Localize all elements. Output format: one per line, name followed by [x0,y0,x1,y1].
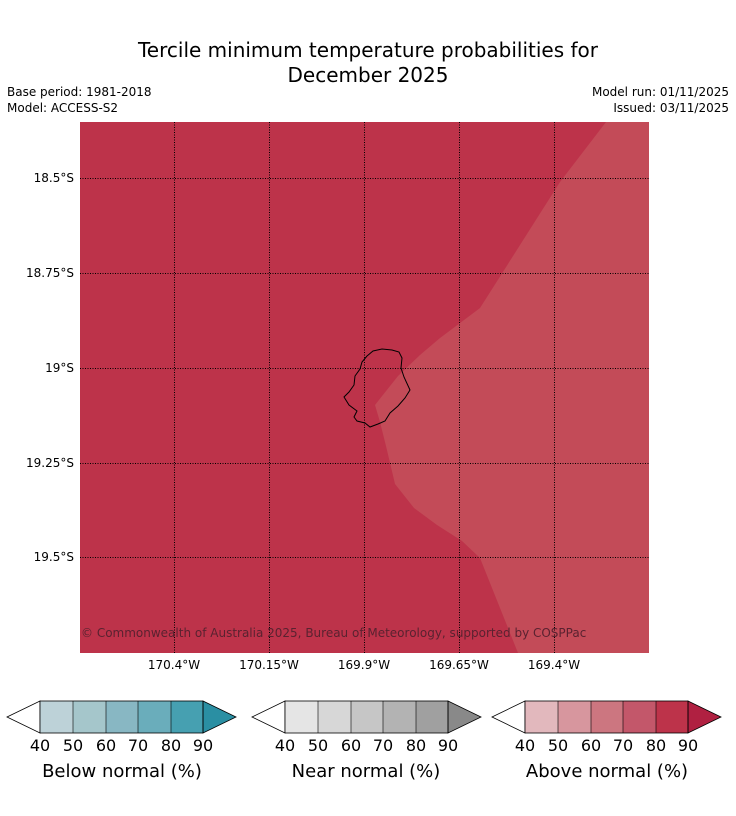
below-segment-60-70 [106,701,138,733]
below-tick-70: 70 [127,736,149,755]
below-segment-70-80 [138,701,171,733]
model-run: Model run: 01/11/2025 [591,85,729,99]
near-tick-80: 80 [405,736,427,755]
above-tick-90: 90 [677,736,699,755]
lat-label-18-5: 18.5°S [33,171,74,185]
below-segment-40-50 [40,701,73,733]
near-segment-under [251,700,286,734]
above-tick-50: 50 [547,736,569,755]
niue-island-outline [343,348,411,428]
below-segment-over [202,700,237,734]
near-segment-40-50 [285,701,318,733]
base-period: Base period: 1981-2018 [7,85,152,99]
lon-label-170-15: 170.15°W [239,658,299,672]
lat-label-19-5: 19.5°S [33,550,74,564]
above-tick-80: 80 [645,736,667,755]
below-dividers [72,701,172,733]
meta-right: Model run: 01/11/2025 Issued: 03/11/2025 [592,84,729,116]
above-normal-colorbar [491,700,722,734]
above-segment-60-70 [591,701,623,733]
meta-left: Base period: 1981-2018 Model: ACCESS-S2 [7,84,152,116]
lon-label-169-65: 169.65°W [429,658,489,672]
below-segment-50-60 [73,701,106,733]
lon-label-169-9: 169.9°W [337,658,391,672]
near-tick-40: 40 [274,736,296,755]
lon-label-170-4: 170.4°W [147,658,201,672]
near-frame [284,700,449,734]
near-tick-60: 60 [340,736,362,755]
near-segment-80-90 [416,701,448,733]
above-normal-segments [491,700,722,734]
copyright-notice: © Commonwealth of Australia 2025, Bureau… [81,626,587,640]
above-tick-70: 70 [612,736,634,755]
near-tick-50: 50 [307,736,329,755]
below-segment-under [6,700,41,734]
model-name: Model: ACCESS-S2 [7,101,119,115]
below-frame [39,700,204,734]
below-normal-colorbar [6,700,237,734]
above-frame [524,700,689,734]
near-normal-title: Near normal (%) [291,761,441,782]
below-tick-60: 60 [95,736,117,755]
lat-label-18-75: 18.75°S [26,266,74,280]
lat-label-19: 19°S [45,361,74,375]
near-segment-70-80 [383,701,416,733]
near-segment-60-70 [351,701,383,733]
above-segment-over [687,700,722,734]
near-tick-70: 70 [372,736,394,755]
below-normal-title: Below normal (%) [42,761,202,782]
above-segment-80-90 [656,701,688,733]
probability-region-70-80 [375,122,649,653]
near-segment-50-60 [318,701,351,733]
near-dividers [317,701,417,733]
below-tick-90: 90 [192,736,214,755]
map-title: Tercile minimum temperature probabilitie… [0,38,736,88]
below-segment-80-90 [171,701,203,733]
lon-label-169-4: 169.4°W [527,658,581,672]
near-segment-over [447,700,482,734]
below-tick-50: 50 [62,736,84,755]
above-tick-60: 60 [580,736,602,755]
above-segment-70-80 [623,701,656,733]
above-segment-50-60 [558,701,591,733]
near-normal-segments [251,700,482,734]
near-normal-colorbar [251,700,482,734]
title-line-2: December 2025 [287,63,449,87]
above-segment-40-50 [525,701,558,733]
below-tick-80: 80 [160,736,182,755]
issued-date: Issued: 03/11/2025 [613,101,729,115]
above-normal-title: Above normal (%) [525,761,689,782]
below-normal-segments [6,700,237,734]
lat-label-19-25: 19.25°S [26,456,74,470]
above-tick-40: 40 [514,736,536,755]
near-tick-90: 90 [437,736,459,755]
above-dividers [557,701,657,733]
above-segment-under [491,700,526,734]
lon-gridlines [174,122,555,653]
below-tick-40: 40 [29,736,51,755]
title-line-1: Tercile minimum temperature probabilitie… [137,38,599,62]
